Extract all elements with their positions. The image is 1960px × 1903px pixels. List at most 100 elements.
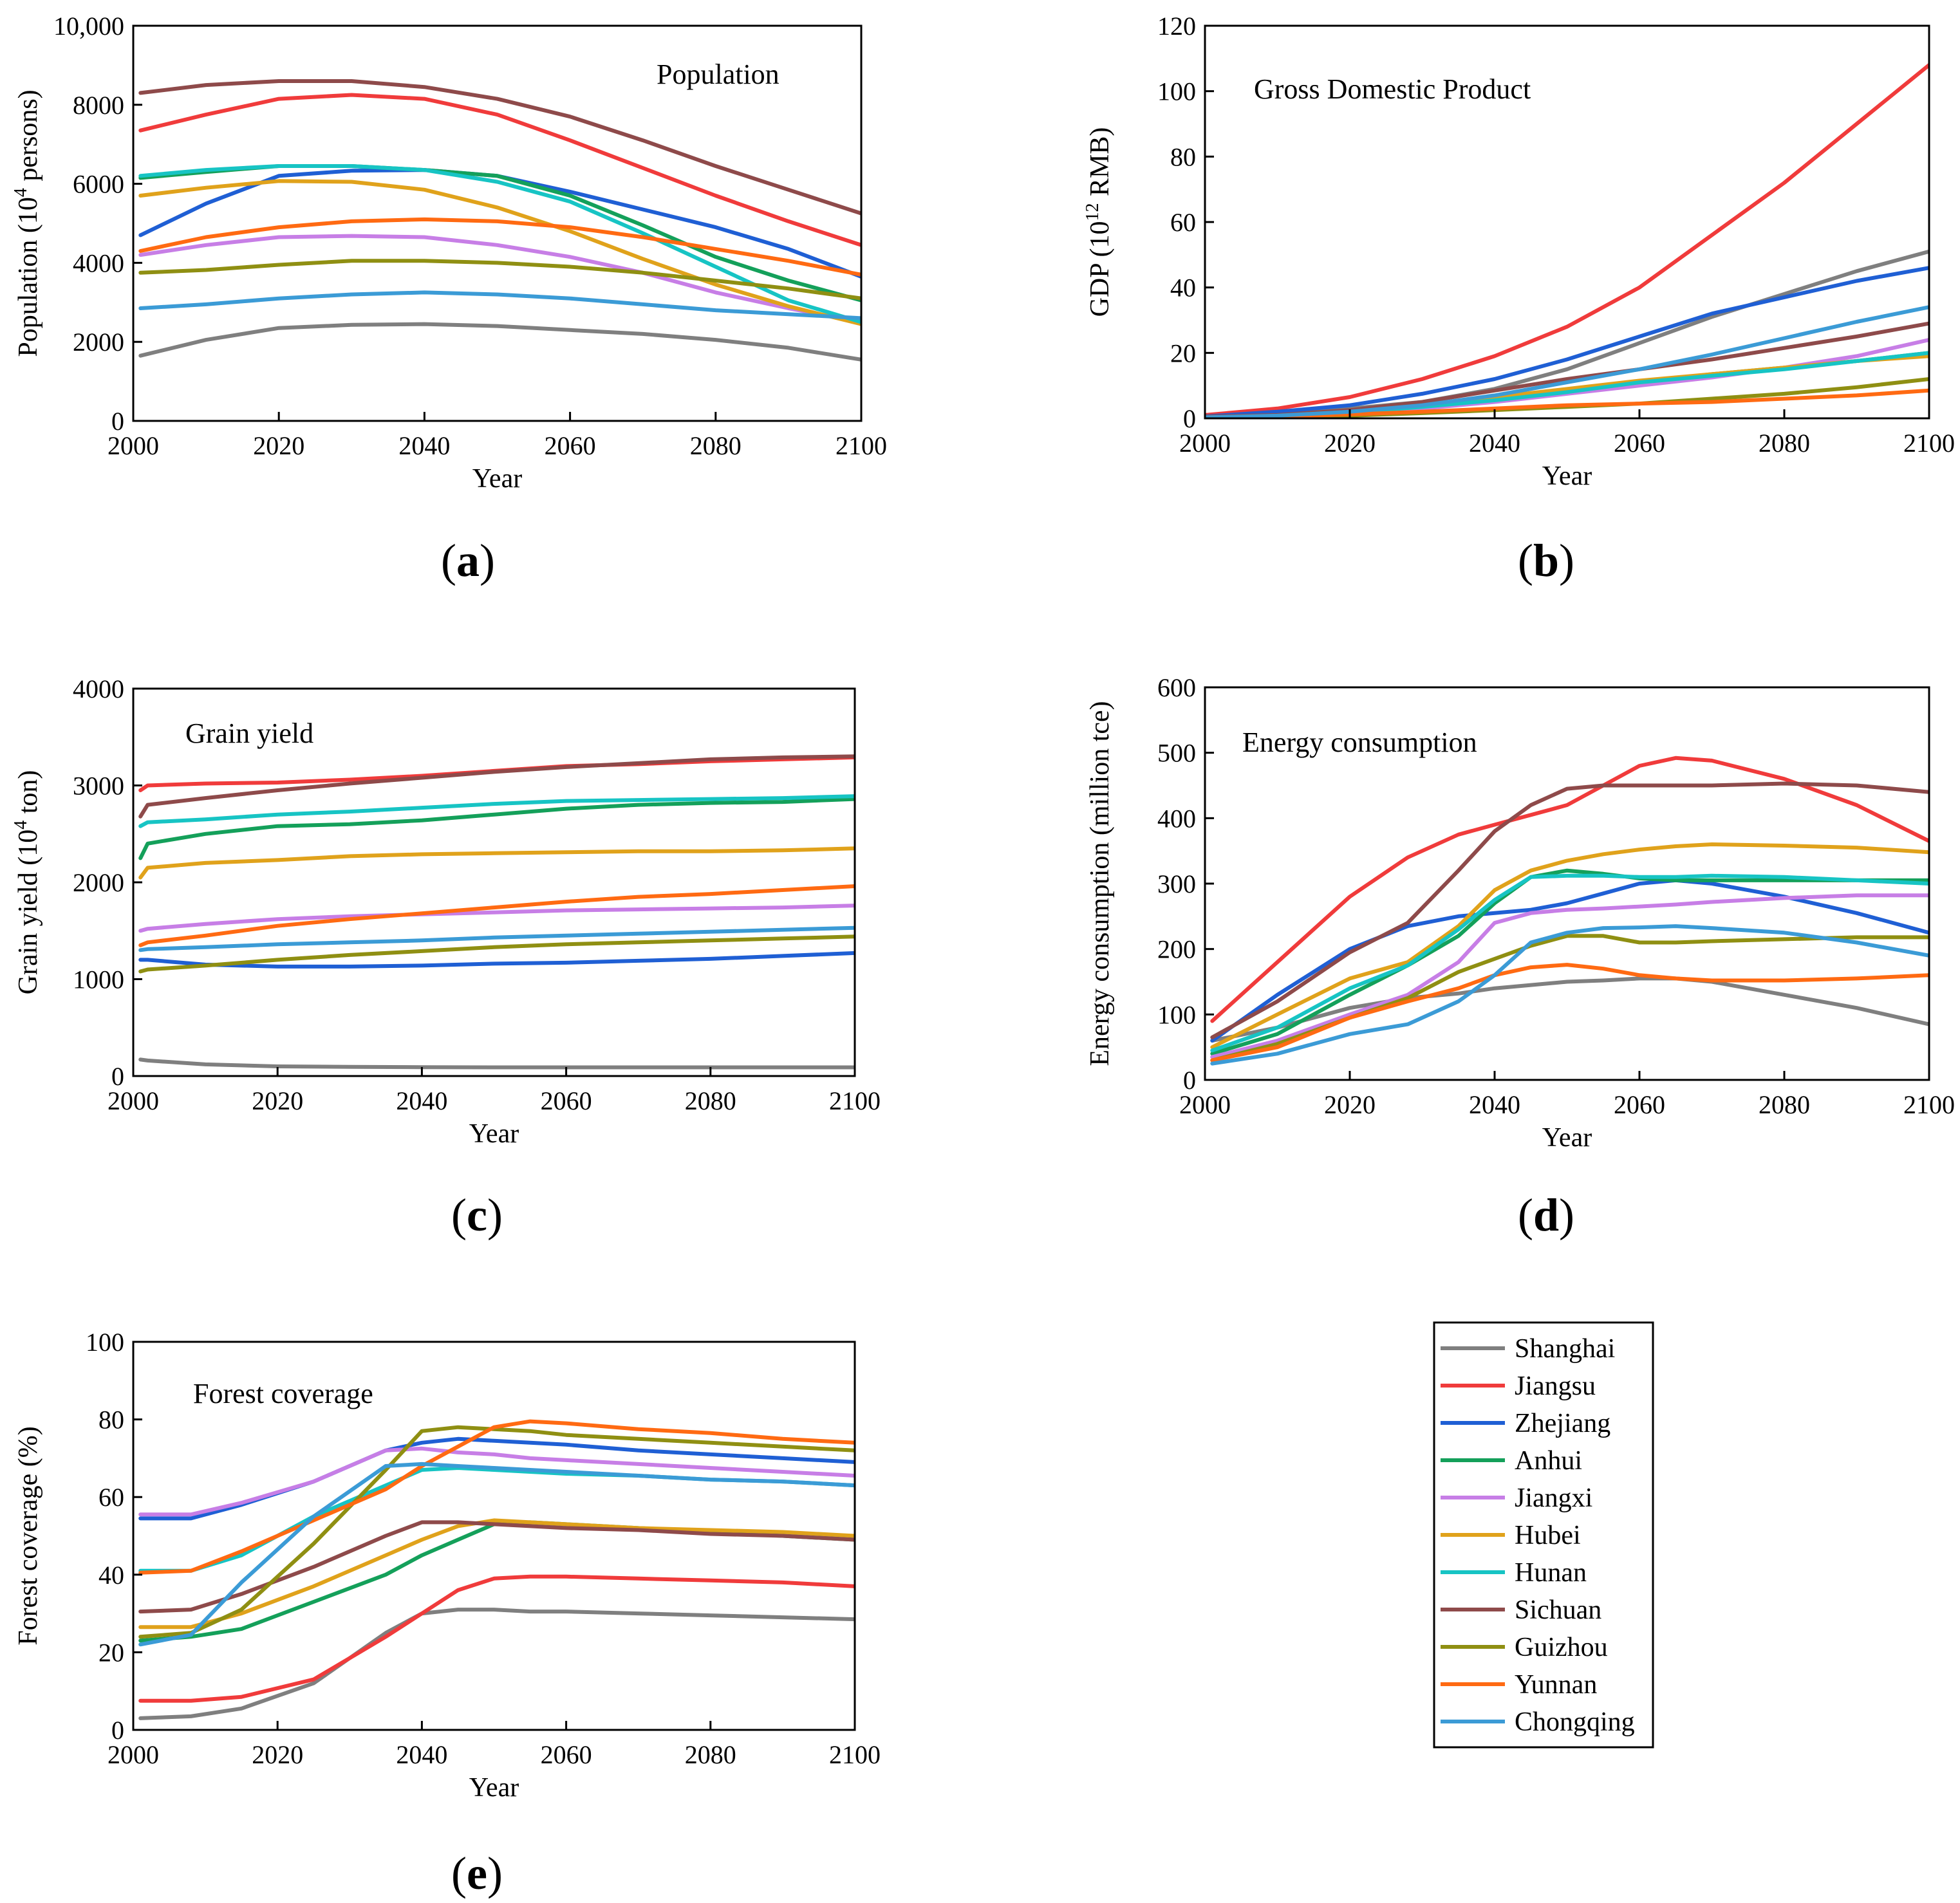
chart-a-series-shanghai xyxy=(138,322,861,362)
chart-e-xlabel: Year xyxy=(469,1773,519,1803)
chart-e-xtick-label: 2040 xyxy=(396,1740,447,1769)
chart-c-series-hubei xyxy=(138,846,855,880)
chart-d-xtick-label: 2020 xyxy=(1324,1090,1376,1119)
legend-label-sichuan: Sichuan xyxy=(1515,1595,1601,1625)
chart-c-ylabel: Grain yield (104 ton) xyxy=(11,770,43,995)
chart-e-series-jiangxi xyxy=(138,1446,855,1517)
chart-b-xtick-label: 2100 xyxy=(1903,429,1955,458)
chart-b-series-yunnan xyxy=(1205,388,1929,418)
legend-label-chongqing: Chongqing xyxy=(1515,1707,1635,1737)
chart-c-series-hunan xyxy=(138,794,855,828)
legend-label-hubei: Hubei xyxy=(1515,1521,1581,1550)
chart-c-series-shanghai xyxy=(138,1057,855,1070)
chart-b-ytick-label: 0 xyxy=(1183,404,1196,433)
chart-c-series-yunnan xyxy=(138,884,855,947)
legend-label-yunnan: Yunnan xyxy=(1515,1670,1597,1700)
chart-e-ylabel: Forest coverage (%) xyxy=(14,1426,43,1646)
chart-b-series-zhejiang xyxy=(1205,266,1929,418)
chart-e-xtick-label: 2060 xyxy=(541,1740,592,1769)
chart-b-xtick-label: 2040 xyxy=(1469,429,1520,458)
chart-d-ytick-label: 400 xyxy=(1157,804,1196,833)
chart-e-series-shanghai xyxy=(138,1608,855,1720)
chart-b-ytick-label: 60 xyxy=(1170,208,1196,237)
chart-a-xtick-label: 2040 xyxy=(398,431,450,460)
chart-b-xtick-label: 2000 xyxy=(1179,429,1231,458)
chart-e-xtick-label: 2020 xyxy=(252,1740,303,1769)
chart-a-ytick-label: 2000 xyxy=(73,328,124,357)
chart-e-ytick-label: 0 xyxy=(111,1716,124,1745)
chart-a-caption: (a) xyxy=(441,535,495,586)
chart-e-ytick-label: 20 xyxy=(98,1638,124,1667)
panel-forest-coverage: 2000 2020 2040 2060 2080 2100020406080100Year… xyxy=(14,1328,881,1899)
chart-d-xlabel: Year xyxy=(1542,1123,1592,1153)
chart-c-ytick-label: 4000 xyxy=(73,674,124,703)
legend-label-shanghai: Shanghai xyxy=(1515,1334,1615,1364)
chart-e-series-zhejiang xyxy=(138,1436,855,1521)
chart-c-series-guizhou xyxy=(138,934,855,974)
chart-a-xtick-label: 2020 xyxy=(253,431,304,460)
chart-a-series-guizhou xyxy=(138,259,861,301)
chart-d-xtick-label: 2040 xyxy=(1469,1090,1520,1119)
chart-c-xlabel: Year xyxy=(469,1119,519,1149)
chart-d-xtick-label: 2080 xyxy=(1759,1090,1810,1119)
chart-b-xtick-label: 2060 xyxy=(1614,429,1665,458)
legend-label-jiangxi: Jiangxi xyxy=(1515,1483,1592,1513)
chart-e-series-jiangsu xyxy=(138,1574,855,1703)
chart-a-series-chongqing xyxy=(138,290,861,320)
chart-b-ytick-label: 40 xyxy=(1170,274,1196,302)
chart-d-series-jiangxi xyxy=(1210,893,1929,1059)
chart-a-ytick-label: 4000 xyxy=(73,248,124,277)
chart-a-ytick-label: 6000 xyxy=(73,170,124,199)
chart-d-ytick-label: 600 xyxy=(1157,673,1196,702)
chart-e-ytick-label: 80 xyxy=(98,1406,124,1434)
chart-c-series-sichuan xyxy=(138,754,855,819)
chart-c-ytick-label: 0 xyxy=(111,1062,124,1091)
chart-a-frame xyxy=(132,24,863,422)
chart-b-series-chongqing xyxy=(1205,305,1929,418)
chart-a-ytick-label: 0 xyxy=(111,407,124,436)
chart-a-series-sichuan xyxy=(138,79,861,216)
legend-label-hunan: Hunan xyxy=(1515,1558,1587,1588)
chart-c-xtick-label: 2040 xyxy=(396,1086,447,1115)
chart-b-xtick-label: 2020 xyxy=(1324,429,1376,458)
chart-d-title: Energy consumption xyxy=(1242,727,1477,758)
chart-c-xtick-label: 2020 xyxy=(252,1086,303,1115)
panel-grain-yield: 2000 2020 2040 2060 2080 2100 0 1000 2000 3000 400… xyxy=(11,674,881,1241)
chart-c-series-jiangxi xyxy=(138,904,855,933)
chart-c-caption: (c) xyxy=(451,1189,503,1241)
chart-b-xlabel: Year xyxy=(1542,461,1592,491)
chart-a-xlabel: Year xyxy=(472,464,522,494)
chart-d-series-hubei xyxy=(1210,842,1929,1050)
legend-label-anhui: Anhui xyxy=(1515,1446,1582,1476)
chart-e-title: Forest coverage xyxy=(193,1378,373,1409)
chart-e-xtick-label: 2100 xyxy=(829,1740,881,1769)
chart-b-series-jiangsu xyxy=(1205,63,1929,417)
chart-c-xtick-label: 2100 xyxy=(829,1086,881,1115)
chart-c-series-anhui xyxy=(138,797,855,860)
chart-a-series-hunan xyxy=(138,164,861,324)
chart-d-xtick-label: 2100 xyxy=(1903,1090,1955,1119)
chart-d-series-shanghai xyxy=(1210,976,1929,1043)
chart-d-ylabel: Energy consumption (million tce) xyxy=(1085,701,1115,1066)
panel-gdp: 2000 2020 2040 2060 2080 2100020406080100120Y… xyxy=(1083,12,1955,586)
chart-e-frame xyxy=(132,1341,856,1731)
chart-e-xtick-label: 2080 xyxy=(685,1740,736,1769)
chart-d-ytick-label: 0 xyxy=(1183,1066,1196,1095)
chart-e-ytick-label: 60 xyxy=(98,1483,124,1512)
chart-c-xtick-label: 2080 xyxy=(685,1086,736,1115)
panel-energy-consumption: 2000 2020 2040 2060 2080 2100 0 100 200 300 400 500… xyxy=(1085,673,1955,1241)
chart-e-series-sichuan xyxy=(138,1520,855,1614)
chart-b-xtick-label: 2080 xyxy=(1759,429,1810,458)
chart-e-series-guizhou xyxy=(138,1425,855,1639)
chart-d-ytick-label: 300 xyxy=(1157,869,1196,898)
chart-a-series-jiangsu xyxy=(138,93,861,247)
chart-a-xtick-label: 2080 xyxy=(690,431,742,460)
chart-d-ytick-label: 100 xyxy=(1157,1000,1196,1029)
chart-a-series-hubei xyxy=(138,179,861,326)
chart-a-ytick-label: 8000 xyxy=(73,91,124,120)
chart-c-xtick-label: 2000 xyxy=(107,1086,159,1115)
legend: Shanghai Jiangsu Zhejiang Anhui Jiangxi Hubei… xyxy=(1433,1321,1654,1749)
chart-b-ytick-label: 20 xyxy=(1170,339,1196,367)
chart-e-ytick-label: 40 xyxy=(98,1561,124,1590)
